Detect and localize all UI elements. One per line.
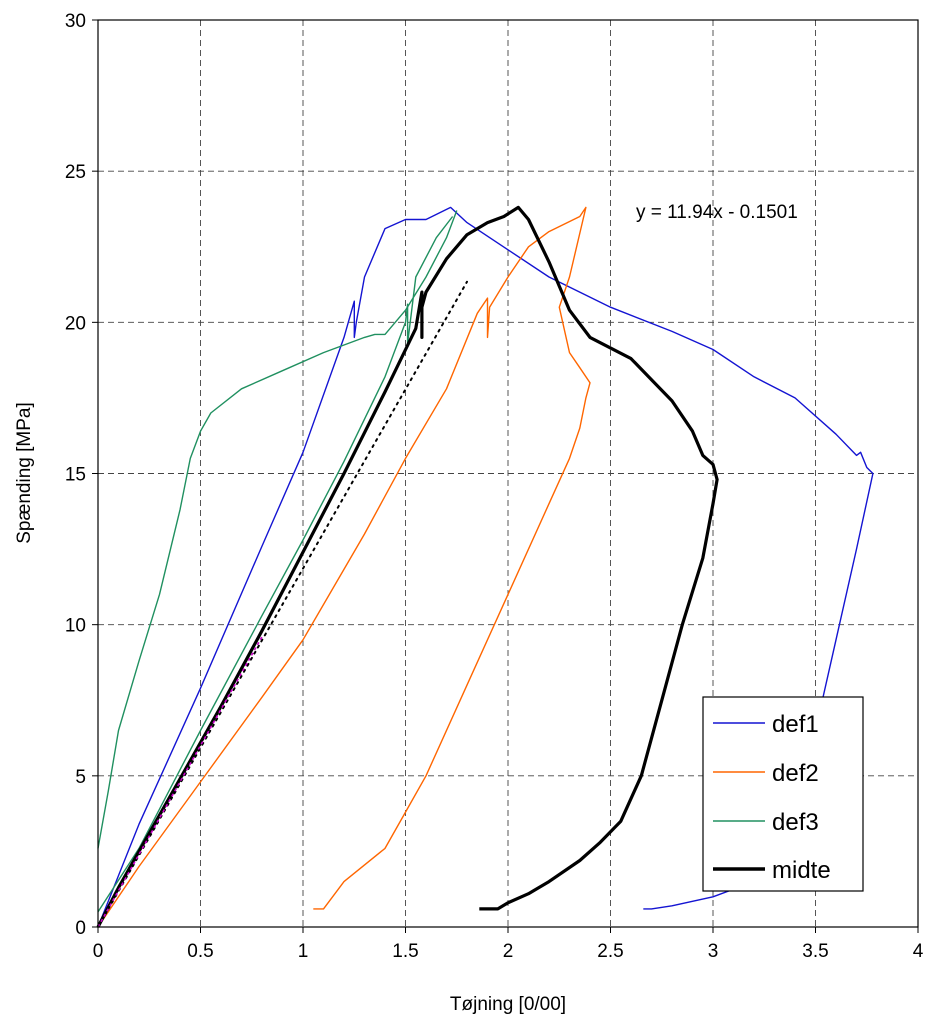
series-line-def2: [97, 206, 591, 928]
legend-label-def1: def1: [772, 711, 819, 738]
y-axis-label: Spænding [MPa]: [14, 402, 35, 544]
x-tick-label: 2: [503, 941, 514, 962]
y-tick-label: 15: [65, 465, 86, 486]
fit-line: [97, 280, 468, 928]
x-tick-label: 0: [93, 941, 104, 962]
legend-label-def3: def3: [772, 809, 819, 836]
series-line-def3: [97, 210, 458, 849]
y-tick-label: 25: [65, 162, 86, 183]
y-tick-label: 0: [75, 918, 86, 939]
x-tick-label: 1.5: [392, 941, 418, 962]
equation-annotation: y = 11.94x - 0.1501: [636, 202, 798, 223]
y-tick-label: 5: [75, 767, 86, 788]
y-tick-label: 20: [65, 313, 86, 334]
y-tick-label: 30: [65, 11, 86, 32]
legend: def1 def2 def3 midte: [702, 696, 864, 892]
legend-label-def2: def2: [772, 760, 819, 787]
legend-box: [702, 696, 864, 892]
series-line-midte: [96, 205, 719, 928]
x-axis-label: Tøjning [0/00]: [450, 994, 566, 1015]
x-tick-label: 3.5: [802, 941, 828, 962]
x-tick-label: 4: [913, 941, 924, 962]
x-tick-label: 3: [708, 941, 719, 962]
highlight-segment: [97, 636, 263, 928]
series-line-def3-b: [97, 216, 454, 913]
x-tick-label: 1: [298, 941, 309, 962]
tick-group: 0 0.5 1 1.5 2 2.5 3 3.5 4 0 5 10 15 20 25 30: [65, 11, 924, 962]
x-tick-label: 2.5: [597, 941, 623, 962]
legend-label-midte: midte: [772, 857, 831, 884]
x-tick-label: 0.5: [187, 941, 213, 962]
y-tick-label: 10: [65, 616, 86, 637]
series-group: [96, 205, 874, 928]
